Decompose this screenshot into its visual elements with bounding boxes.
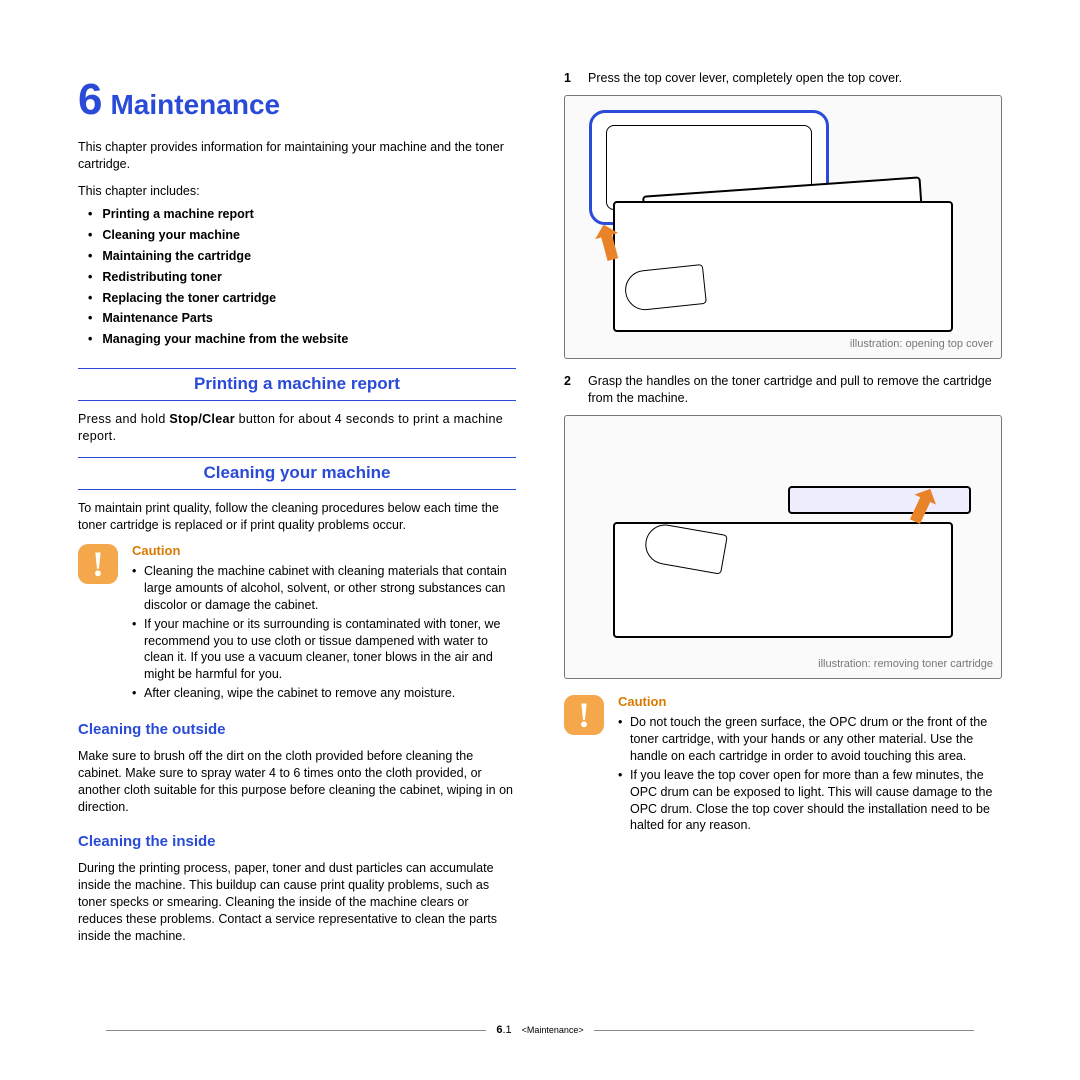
step-number: 1 [564, 70, 574, 87]
intro-paragraph-2: This chapter includes: [78, 183, 516, 200]
footer-crumb: <Maintenance> [522, 1025, 584, 1035]
caution-title: Caution [132, 542, 516, 560]
chapter-title: Maintenance [110, 86, 280, 124]
caution-block-1: ! Caution Cleaning the machine cabinet w… [78, 542, 516, 705]
print-report-body: Press and hold Stop/Clear button for abo… [78, 411, 516, 445]
figure-label: illustration: removing toner cartridge [818, 657, 993, 672]
figure-label: illustration: opening top cover [850, 337, 993, 352]
chapter-toc: Printing a machine report Cleaning your … [78, 206, 516, 348]
toc-item[interactable]: Cleaning your machine [88, 227, 516, 244]
clean-machine-body: To maintain print quality, follow the cl… [78, 500, 516, 534]
footer-rule [594, 1030, 974, 1031]
step-2: 2 Grasp the handles on the toner cartrid… [564, 373, 1002, 407]
step-1: 1 Press the top cover lever, completely … [564, 70, 1002, 87]
figure-remove-cartridge: ⬆ illustration: removing toner cartridge [564, 415, 1002, 679]
toc-item[interactable]: Printing a machine report [88, 206, 516, 223]
toc-item[interactable]: Maintaining the cartridge [88, 248, 516, 265]
step-text: Press the top cover lever, completely op… [588, 70, 902, 87]
footer-page-minor: .1 [502, 1024, 511, 1036]
step-text: Grasp the handles on the toner cartridge… [588, 373, 1002, 407]
section-heading-print-report: Printing a machine report [78, 368, 516, 401]
intro-paragraph-1: This chapter provides information for ma… [78, 139, 516, 173]
clean-inside-body: During the printing process, paper, tone… [78, 860, 516, 944]
caution-item: After cleaning, wipe the cabinet to remo… [132, 685, 516, 702]
caution-list: Do not touch the green surface, the OPC … [618, 714, 1002, 834]
toc-item[interactable]: Redistributing toner [88, 269, 516, 286]
figure-open-cover: ⬆ illustration: opening top cover [564, 95, 1002, 359]
caution-content: Caution Cleaning the machine cabinet wit… [132, 542, 516, 705]
stop-clear-label: Stop/Clear [169, 412, 235, 426]
toc-item[interactable]: Replacing the toner cartridge [88, 290, 516, 307]
section-heading-clean-machine: Cleaning your machine [78, 457, 516, 490]
page-footer: 6.1 <Maintenance> [0, 1000, 1080, 1060]
caution-block-2: ! Caution Do not touch the green surface… [564, 693, 1002, 837]
right-column: 1 Press the top cover lever, completely … [564, 70, 1002, 1000]
toc-item[interactable]: Managing your machine from the website [88, 331, 516, 348]
caution-icon: ! [78, 544, 118, 584]
footer-rule [106, 1030, 486, 1031]
chapter-number: 6 [78, 70, 102, 129]
caution-item: Cleaning the machine cabinet with cleani… [132, 563, 516, 614]
subheading-clean-inside: Cleaning the inside [78, 832, 516, 852]
chapter-heading: 6 Maintenance [78, 70, 516, 129]
toc-item[interactable]: Maintenance Parts [88, 310, 516, 327]
caution-content: Caution Do not touch the green surface, … [618, 693, 1002, 837]
caution-item: If your machine or its surrounding is co… [132, 616, 516, 684]
subheading-clean-outside: Cleaning the outside [78, 720, 516, 740]
caution-item: Do not touch the green surface, the OPC … [618, 714, 1002, 765]
printer-body-shape [613, 201, 953, 332]
caution-title: Caution [618, 693, 1002, 711]
caution-list: Cleaning the machine cabinet with cleani… [132, 563, 516, 702]
clean-outside-body: Make sure to brush off the dirt on the c… [78, 748, 516, 816]
caution-item: If you leave the top cover open for more… [618, 767, 1002, 835]
text: Press and hold [78, 412, 169, 426]
step-number: 2 [564, 373, 574, 407]
caution-icon: ! [564, 695, 604, 735]
left-column: 6 Maintenance This chapter provides info… [78, 70, 516, 1000]
